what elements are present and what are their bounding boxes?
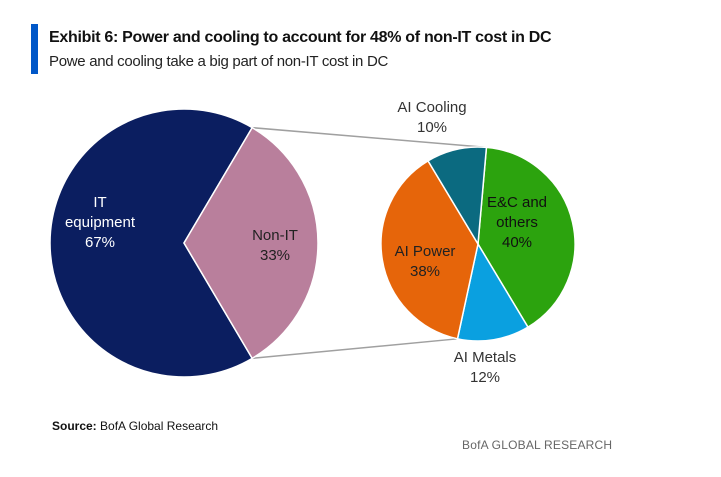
pie-slice-it-equipment bbox=[49, 108, 254, 378]
data-label: IT bbox=[93, 194, 106, 211]
brand-watermark: BofA GLOBAL RESEARCH bbox=[462, 438, 613, 452]
pie-slice-ai-metals bbox=[456, 241, 529, 342]
data-label: Non-IT bbox=[252, 227, 298, 244]
data-label: others bbox=[496, 214, 538, 231]
pie-slice-ai-cooling bbox=[427, 146, 488, 247]
source-label: Source: bbox=[52, 419, 97, 433]
data-label: equipment bbox=[65, 214, 136, 231]
data-label: E&C and bbox=[487, 194, 547, 211]
title-accent-bar bbox=[31, 24, 38, 74]
pie-slice-e-c-and-others bbox=[477, 146, 576, 329]
source-note: Source: BofA Global Research bbox=[52, 419, 218, 433]
data-label: 67% bbox=[85, 234, 115, 251]
data-label: AI Power bbox=[395, 243, 456, 260]
data-label: 12% bbox=[470, 369, 500, 386]
chart-subtitle: Powe and cooling take a big part of non-… bbox=[49, 53, 389, 70]
connector-line-bottom bbox=[252, 338, 458, 360]
data-label: 33% bbox=[260, 247, 290, 264]
pie-slice-ai-power bbox=[380, 159, 479, 340]
connector-line-top bbox=[252, 126, 487, 149]
source-text: BofA Global Research bbox=[96, 419, 219, 433]
data-label: 10% bbox=[417, 119, 447, 136]
pie-slice-non-it bbox=[183, 126, 319, 360]
data-label: AI Metals bbox=[454, 349, 517, 366]
data-label: AI Cooling bbox=[397, 99, 466, 116]
chart-title: Exhibit 6: Power and cooling to account … bbox=[49, 29, 552, 46]
data-label: 38% bbox=[410, 263, 440, 280]
data-label: 40% bbox=[502, 234, 532, 251]
